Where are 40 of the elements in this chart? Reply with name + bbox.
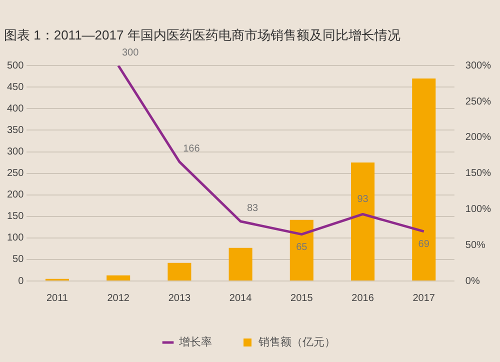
y-tick-label: 100 <box>6 232 24 244</box>
y2-tick-label: 50% <box>465 240 486 251</box>
legend-label: 销售额（亿元） <box>258 336 336 349</box>
x-tick-label: 2015 <box>290 292 314 304</box>
data-label: 93 <box>357 194 369 205</box>
legend-label: 增长率 <box>178 336 212 349</box>
x-tick-label: 2014 <box>229 292 252 304</box>
y2-tick-label: 250% <box>465 96 492 108</box>
y2-tick-label: 100% <box>465 204 492 215</box>
y-tick-label: 200 <box>6 190 24 201</box>
bar <box>168 262 192 280</box>
y2-tick-label: 300% <box>465 60 492 72</box>
x-tick-label: 2013 <box>168 292 192 304</box>
data-label: 69 <box>418 239 430 250</box>
y2-tick-label: 0% <box>465 276 480 287</box>
bar <box>290 220 314 280</box>
y-tick-label: 350 <box>6 124 24 136</box>
chart-title: 图表 1：2011—2017 年国内医药医药电商市场销售额及同比增长情况 <box>4 27 400 42</box>
y-tick-label: 400 <box>6 103 24 114</box>
data-label: 83 <box>246 203 259 214</box>
y-tick-label: 50 <box>12 254 24 266</box>
x-tick-label: 2012 <box>107 292 130 304</box>
y-tick-label: 500 <box>6 60 24 72</box>
data-label: 166 <box>183 144 200 155</box>
y-tick-label: 250 <box>6 168 24 180</box>
bar <box>228 248 252 280</box>
y-tick-label: 450 <box>6 82 24 93</box>
data-label: 300 <box>122 47 140 58</box>
bar <box>106 275 130 280</box>
x-tick-label: 2017 <box>412 292 436 304</box>
y-tick-label: 0 <box>18 276 24 287</box>
bar <box>412 78 436 280</box>
bar <box>351 162 375 280</box>
y-tick-label: 300 <box>6 146 24 158</box>
x-tick-label: 2011 <box>46 292 68 304</box>
y2-tick-label: 150% <box>465 168 492 180</box>
y2-tick-label: 200% <box>465 132 492 144</box>
y-tick-label: 150 <box>6 211 24 222</box>
x-tick-label: 2016 <box>352 292 374 304</box>
data-label: 65 <box>296 242 308 254</box>
